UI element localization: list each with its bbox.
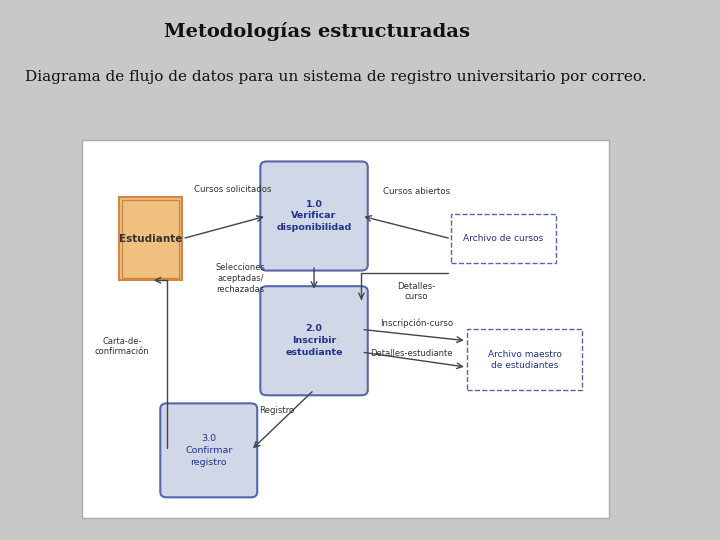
Text: Selecciones
aceptadas/
rechazadas: Selecciones aceptadas/ rechazadas — [215, 263, 265, 294]
FancyBboxPatch shape — [467, 329, 582, 390]
Text: Cursos abiertos: Cursos abiertos — [383, 187, 450, 196]
FancyBboxPatch shape — [122, 200, 179, 278]
Text: Archivo maestro
de estudiantes: Archivo maestro de estudiantes — [487, 349, 562, 370]
FancyBboxPatch shape — [120, 197, 182, 280]
Text: Metodologías estructuradas: Metodologías estructuradas — [164, 22, 470, 40]
FancyBboxPatch shape — [261, 161, 368, 271]
Text: Estudiante: Estudiante — [120, 234, 183, 244]
Text: 3.0
Confirmar
registro: 3.0 Confirmar registro — [185, 434, 233, 467]
Text: Registro: Registro — [260, 406, 294, 415]
Text: Cursos solicitados: Cursos solicitados — [194, 185, 271, 194]
FancyBboxPatch shape — [83, 140, 609, 518]
Text: Diagrama de flujo de datos para un sistema de registro universitario por correo.: Diagrama de flujo de datos para un siste… — [25, 70, 647, 84]
Text: Archivo de cursos: Archivo de cursos — [464, 234, 544, 243]
Text: 2.0
Inscribir
estudiante: 2.0 Inscribir estudiante — [285, 325, 343, 357]
Text: 1.0
Verificar
disponibilidad: 1.0 Verificar disponibilidad — [276, 200, 351, 232]
Text: Detalles-
curso: Detalles- curso — [397, 282, 436, 301]
Text: Detalles-estudiante: Detalles-estudiante — [370, 349, 453, 359]
Text: Inscripción-curso: Inscripción-curso — [380, 319, 454, 328]
FancyBboxPatch shape — [451, 214, 556, 263]
FancyBboxPatch shape — [261, 286, 368, 395]
Text: Carta-de-
confirmación: Carta-de- confirmación — [94, 337, 149, 356]
FancyBboxPatch shape — [161, 403, 257, 497]
